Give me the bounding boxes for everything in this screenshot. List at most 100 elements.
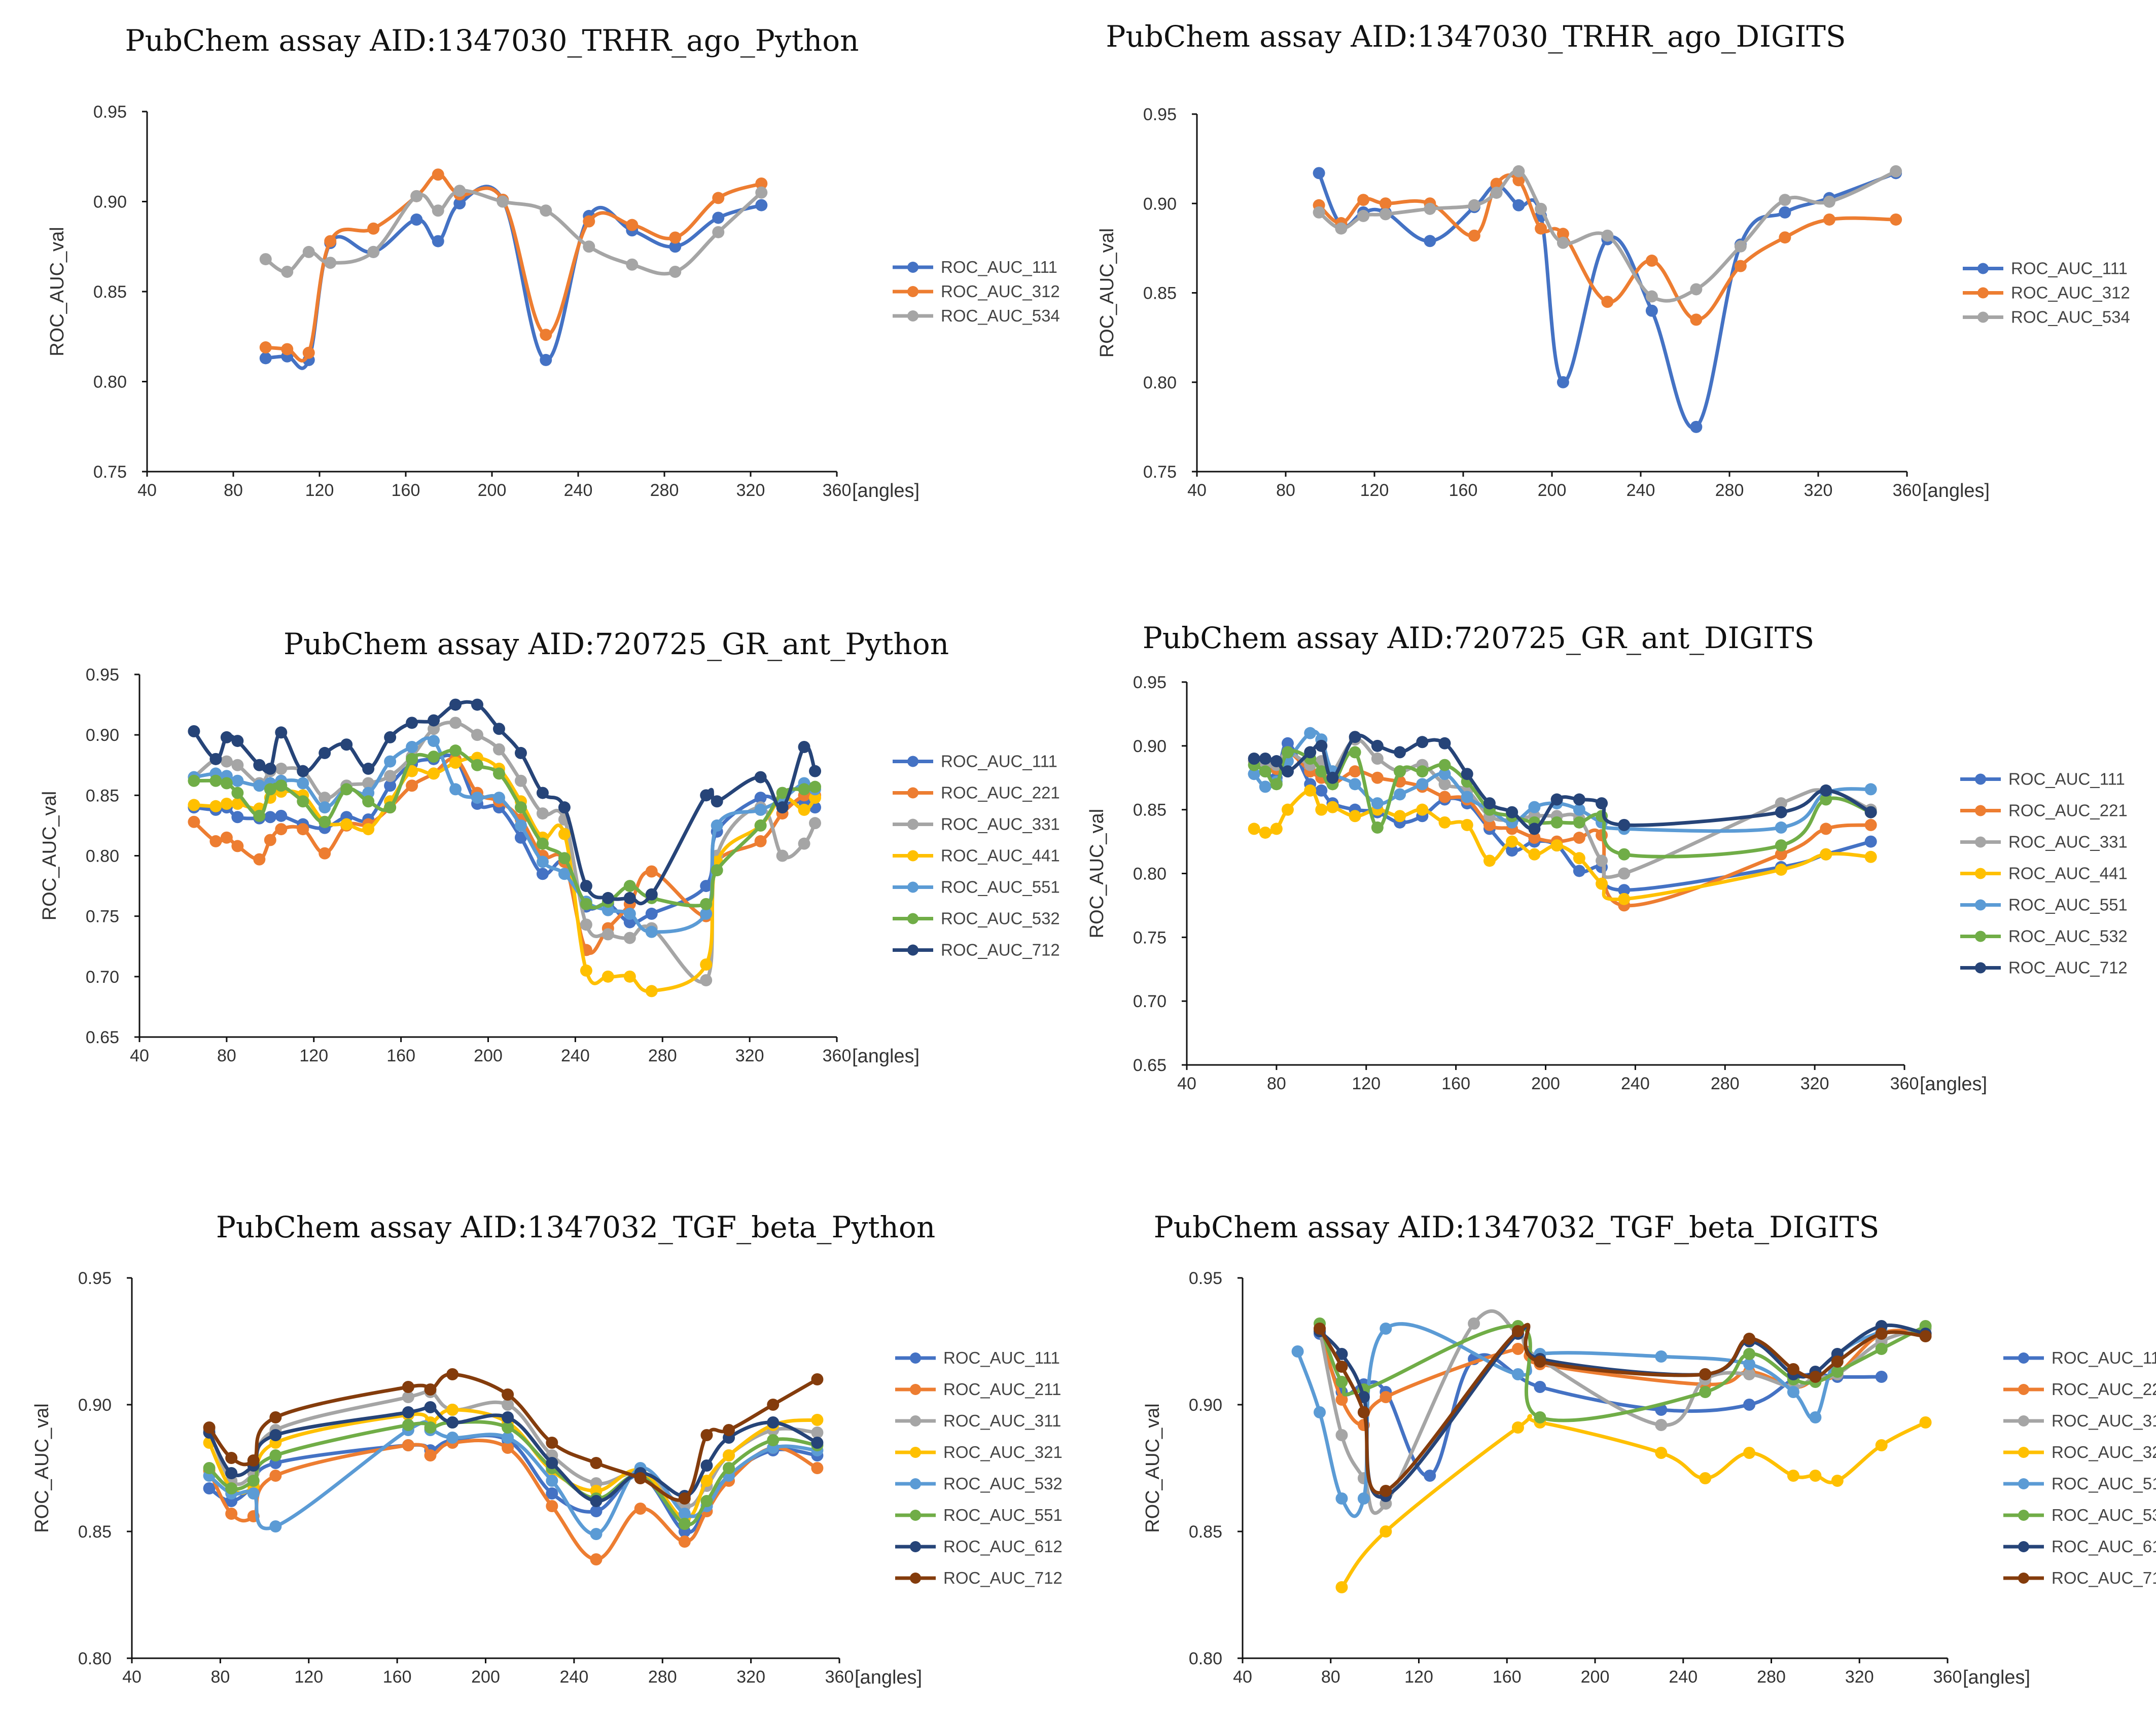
legend-label: ROC_AUC_221 [941,783,1060,802]
data-point [1823,213,1835,226]
data-point [1304,727,1317,739]
data-point [220,798,233,810]
data-point [700,1475,713,1487]
data-point [253,759,266,771]
data-point [723,1462,735,1474]
data-point [540,204,552,217]
legend-swatch-marker [1975,773,1986,785]
data-point [269,1470,282,1482]
data-point [1809,1411,1822,1423]
data-point [231,787,244,799]
data-point [634,1472,647,1484]
data-point [231,840,244,852]
legend-swatch-marker [910,1352,921,1364]
x-tick-label: 40 [1233,1667,1252,1687]
data-point [1864,783,1877,796]
data-point [1699,1472,1712,1484]
data-point [502,1432,514,1444]
legend-label: ROC_AUC_321 [943,1443,1063,1461]
data-point [1831,1366,1844,1378]
data-point [809,765,822,777]
data-point [319,746,331,759]
data-point [1511,1421,1524,1434]
legend-label: ROC_AUC_532 [2008,927,2128,946]
data-point [1535,202,1547,215]
x-tick-label: 360 [823,1046,852,1065]
data-point [1379,208,1392,221]
data-point [1690,283,1703,296]
data-point [1438,759,1451,771]
data-point [798,741,810,753]
data-point [546,1457,558,1469]
data-point [1550,816,1563,829]
y-tick-label: 0.95 [1143,105,1177,124]
x-tick-label: 200 [1538,481,1567,500]
data-point [428,735,440,747]
legend-label: ROC_AUC_551 [943,1506,1063,1524]
x-tick-label: 280 [648,1046,677,1065]
legend-swatch-marker [910,1510,921,1521]
data-point [1394,746,1406,759]
data-point [1618,818,1631,831]
data-point [428,723,440,735]
y-tick-label: 0.75 [1143,462,1177,482]
data-point [1326,801,1339,813]
series-line-roc_auc_612 [207,1405,818,1503]
data-point [514,774,527,787]
data-point [623,916,636,929]
x-tick-label: 320 [1800,1074,1829,1093]
x-tick-label: 280 [1711,1074,1740,1093]
series-group [259,168,768,370]
data-point [811,1426,824,1439]
data-point [1775,797,1787,810]
x-tick-label: 320 [736,1667,765,1687]
legend-label: ROC_AUC_532 [943,1474,1063,1493]
legend: ROC_AUC_111 ROC_AUC_211 ROC_AUC_311 ROC_AUC… [895,1348,1063,1587]
y-tick-label: 0.95 [93,102,127,122]
data-point [811,1373,824,1385]
data-point [1618,884,1631,897]
y-tick-label: 0.80 [93,373,127,392]
data-point [700,958,713,971]
data-point [1573,803,1585,816]
data-point [1573,832,1585,844]
data-point [1601,229,1614,242]
data-point [754,771,767,783]
data-point [1281,746,1294,759]
data-point [1820,823,1832,835]
chart-panel-gr-digits: PubChem assay AID:720725_GR_ant_DIGITS 0… [1086,621,2128,1095]
x-axis-label: [angles] [852,480,920,502]
data-point [1313,167,1325,180]
data-point [1315,784,1328,797]
data-point [540,329,552,341]
data-point [1601,296,1614,308]
data-point [1787,1363,1799,1375]
data-point [1743,1348,1756,1360]
y-tick-label: 0.75 [93,462,127,482]
data-point [231,774,244,787]
data-point [406,779,418,792]
data-point [645,925,658,938]
data-point [231,735,244,747]
data-point [514,819,527,832]
data-point [798,837,810,850]
data-point [259,253,272,266]
data-point [264,811,276,824]
legend-label: ROC_AUC_111 [2011,259,2128,278]
legend-swatch-marker [910,1384,921,1395]
data-point [432,204,444,217]
y-axis-label: ROC_AUC_val [39,791,60,921]
data-point [1394,810,1406,823]
x-tick-label: 80 [1267,1074,1286,1093]
data-point [1416,803,1429,816]
data-point [432,235,444,247]
data-point [471,729,484,741]
legend-swatch-marker [2018,1352,2029,1364]
data-point [362,795,375,808]
data-point [723,1424,735,1436]
data-point [1573,793,1585,806]
data-point [590,1495,603,1507]
data-point [536,807,549,820]
data-point [700,1429,713,1441]
x-tick-label: 320 [1804,481,1833,500]
